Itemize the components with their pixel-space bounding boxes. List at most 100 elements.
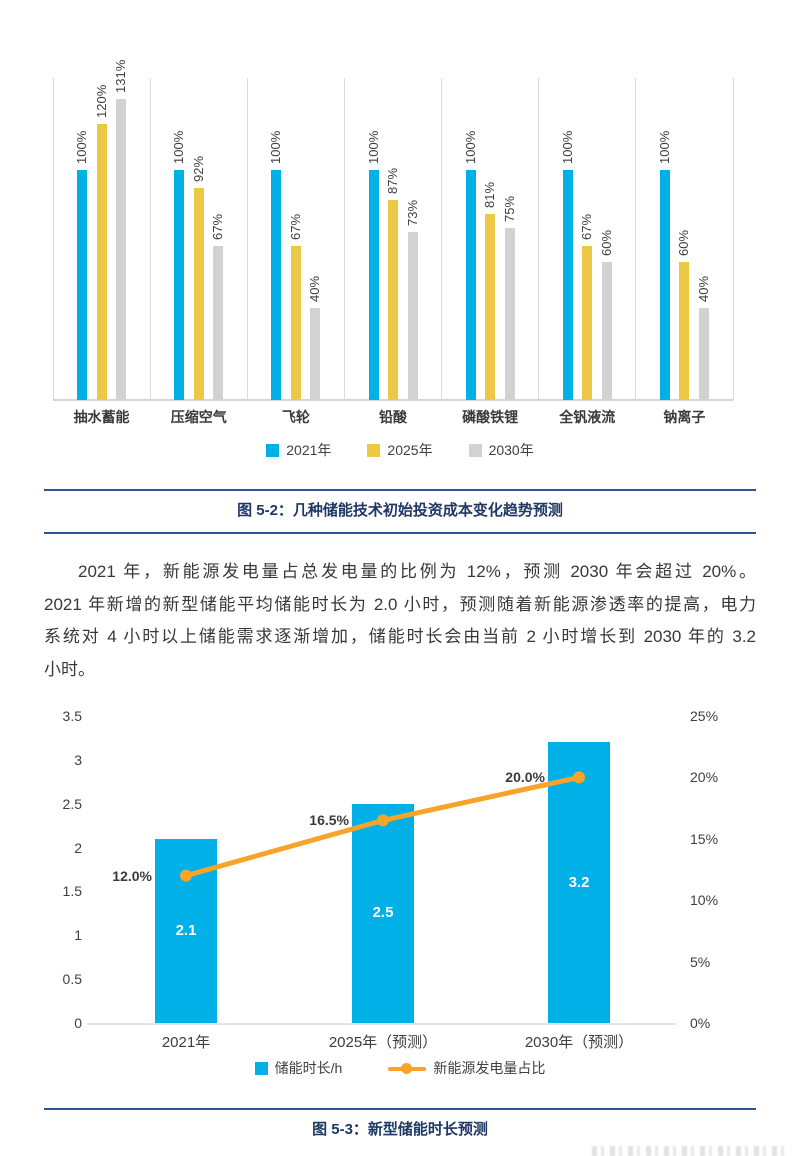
category-label: 铅酸 bbox=[378, 409, 407, 425]
legend-item: 2030年 bbox=[468, 440, 534, 460]
bar-2025年 bbox=[485, 213, 496, 400]
trend-point-marker bbox=[377, 814, 389, 827]
category-label: 飞轮 bbox=[281, 409, 310, 425]
right-axis-tick: 25% bbox=[690, 708, 719, 724]
right-axis-tick: 20% bbox=[690, 769, 719, 786]
bar-2030年 bbox=[116, 98, 127, 400]
bar-value-label: 67% bbox=[287, 213, 303, 240]
trend-line bbox=[183, 774, 582, 879]
left-axis-tick: 3.5 bbox=[62, 708, 82, 724]
legend-label: 2021年 bbox=[286, 442, 332, 458]
bar-2025年 bbox=[679, 262, 690, 400]
bar-value-label: 131% bbox=[113, 59, 129, 93]
bar-2030年 bbox=[698, 308, 709, 400]
bar-value-label: 100% bbox=[268, 130, 284, 164]
caption-rule-bottom bbox=[44, 532, 756, 534]
bar-storage-duration bbox=[548, 742, 610, 1023]
line-value-label: 20.0% bbox=[505, 769, 545, 786]
legend-swatch-icon bbox=[468, 443, 482, 457]
paragraph-line: 系统对 4 小时以上储能需求逐渐增加，储能时长会由当前 2 小时增长到 2030… bbox=[44, 627, 756, 646]
right-axis-tick: 5% bbox=[690, 953, 711, 970]
figure2-legend: 储能时长/h 新能源发电量占比 bbox=[0, 1058, 800, 1078]
right-axis-tick: 0% bbox=[690, 1015, 711, 1031]
legend-item: 2025年 bbox=[367, 440, 433, 460]
legend-swatch-icon bbox=[266, 443, 280, 457]
bar-2021年 bbox=[465, 170, 476, 400]
bar-value-label: 81% bbox=[482, 181, 498, 208]
bar-value-label: 100% bbox=[365, 130, 381, 164]
legend-line-marker-icon bbox=[401, 1062, 413, 1074]
paragraph-line: 小时。 bbox=[44, 659, 95, 679]
bar-value-label: 75% bbox=[501, 195, 517, 222]
bar-value-label: 60% bbox=[598, 229, 614, 256]
category-label: 全钒液流 bbox=[559, 409, 616, 425]
legend-label: 储能时长/h bbox=[274, 1060, 343, 1076]
bar-2030年 bbox=[213, 245, 224, 400]
legend-item: 新能源发电量占比 bbox=[388, 1058, 545, 1078]
bar-value-label: 3.2 bbox=[568, 873, 590, 891]
legend-label: 2030年 bbox=[488, 442, 534, 458]
gridline bbox=[635, 78, 637, 400]
bar-value-label: 87% bbox=[385, 167, 400, 194]
figure2-caption-block: 图 5-3：新型储能时长预测 bbox=[44, 1108, 756, 1151]
bar-2025年 bbox=[290, 245, 301, 400]
bar-value-label: 100% bbox=[171, 130, 187, 164]
bar-value-label: 2.1 bbox=[175, 921, 197, 939]
bar-value-label: 40% bbox=[307, 275, 323, 302]
bar-2025年 bbox=[582, 245, 593, 400]
left-axis-tick: 1.5 bbox=[62, 883, 82, 900]
paragraph-line: 2021 年，新能源发电量占总发电量的比例为 12%，预测 2030 年会超过 … bbox=[78, 562, 756, 581]
bar-2030年 bbox=[407, 232, 418, 400]
bar-value-label: 100% bbox=[656, 130, 672, 164]
bar-2021年 bbox=[77, 170, 88, 400]
legend-line-swatch-icon bbox=[388, 1062, 427, 1075]
body-paragraph: 2021 年，新能源发电量占总发电量的比例为 12%，预测 2030 年会超过 … bbox=[44, 556, 756, 686]
figure2-caption: 图 5-3：新型储能时长预测 bbox=[312, 1121, 488, 1138]
left-axis-tick: 3 bbox=[74, 751, 82, 768]
category-label: 2030年（预测） bbox=[524, 1034, 634, 1051]
figure1-legend: 2021年 2025年 2030年 bbox=[0, 440, 800, 460]
bar-2030年 bbox=[504, 227, 515, 400]
bar-2021年 bbox=[271, 170, 282, 400]
gridline bbox=[732, 78, 734, 400]
category-label: 抽水蓄能 bbox=[73, 409, 130, 425]
left-axis-tick: 1 bbox=[74, 927, 82, 944]
figure1-caption-block: 图 5-2：几种储能技术初始投资成本变化趋势预测 bbox=[44, 489, 756, 534]
paragraph-line: 2021 年新增的新型储能平均储能时长为 2.0 小时，预测随着新能源渗透率的提… bbox=[44, 594, 756, 614]
caption-rule-top bbox=[44, 1108, 756, 1110]
legend-label: 新能源发电量占比 bbox=[433, 1060, 546, 1076]
left-axis-tick: 2 bbox=[74, 839, 82, 856]
bar-2025年 bbox=[193, 188, 204, 400]
legend-item: 储能时长/h bbox=[254, 1058, 343, 1078]
bar-value-label: 67% bbox=[579, 213, 595, 240]
bar-value-label: 60% bbox=[676, 229, 692, 256]
right-axis-tick: 15% bbox=[690, 830, 719, 847]
gridline bbox=[149, 78, 151, 400]
bar-2021年 bbox=[659, 170, 670, 400]
gridline bbox=[246, 78, 248, 400]
line-value-label: 16.5% bbox=[309, 812, 349, 829]
gridline bbox=[538, 78, 540, 400]
figure1-chart: 100% 120% 131% 抽水蓄能 100% 92% 67% 压缩空气 100% 67% 40%… bbox=[0, 0, 800, 432]
bar-2021年 bbox=[368, 170, 379, 400]
caption-rule-top bbox=[44, 489, 756, 491]
gridline bbox=[343, 78, 345, 400]
category-label: 2025年（预测） bbox=[328, 1034, 438, 1051]
bar-value-label: 100% bbox=[462, 130, 478, 164]
bar-value-label: 2.5 bbox=[372, 904, 394, 922]
legend-label: 2025年 bbox=[387, 442, 433, 458]
bar-2025年 bbox=[388, 199, 398, 400]
category-label: 磷酸铁锂 bbox=[462, 409, 519, 425]
bar-value-label: 67% bbox=[210, 213, 226, 240]
trend-point-marker bbox=[180, 869, 192, 882]
left-axis-tick: 0.5 bbox=[62, 971, 82, 988]
trend-point-marker bbox=[573, 771, 585, 784]
bar-2030年 bbox=[601, 262, 612, 400]
bar-value-label: 73% bbox=[404, 200, 420, 227]
bar-value-label: 120% bbox=[93, 84, 109, 118]
legend-swatch-icon bbox=[367, 443, 381, 457]
bar-2021年 bbox=[174, 170, 185, 400]
category-label: 2021年 bbox=[161, 1034, 211, 1051]
bar-2021年 bbox=[562, 170, 573, 400]
